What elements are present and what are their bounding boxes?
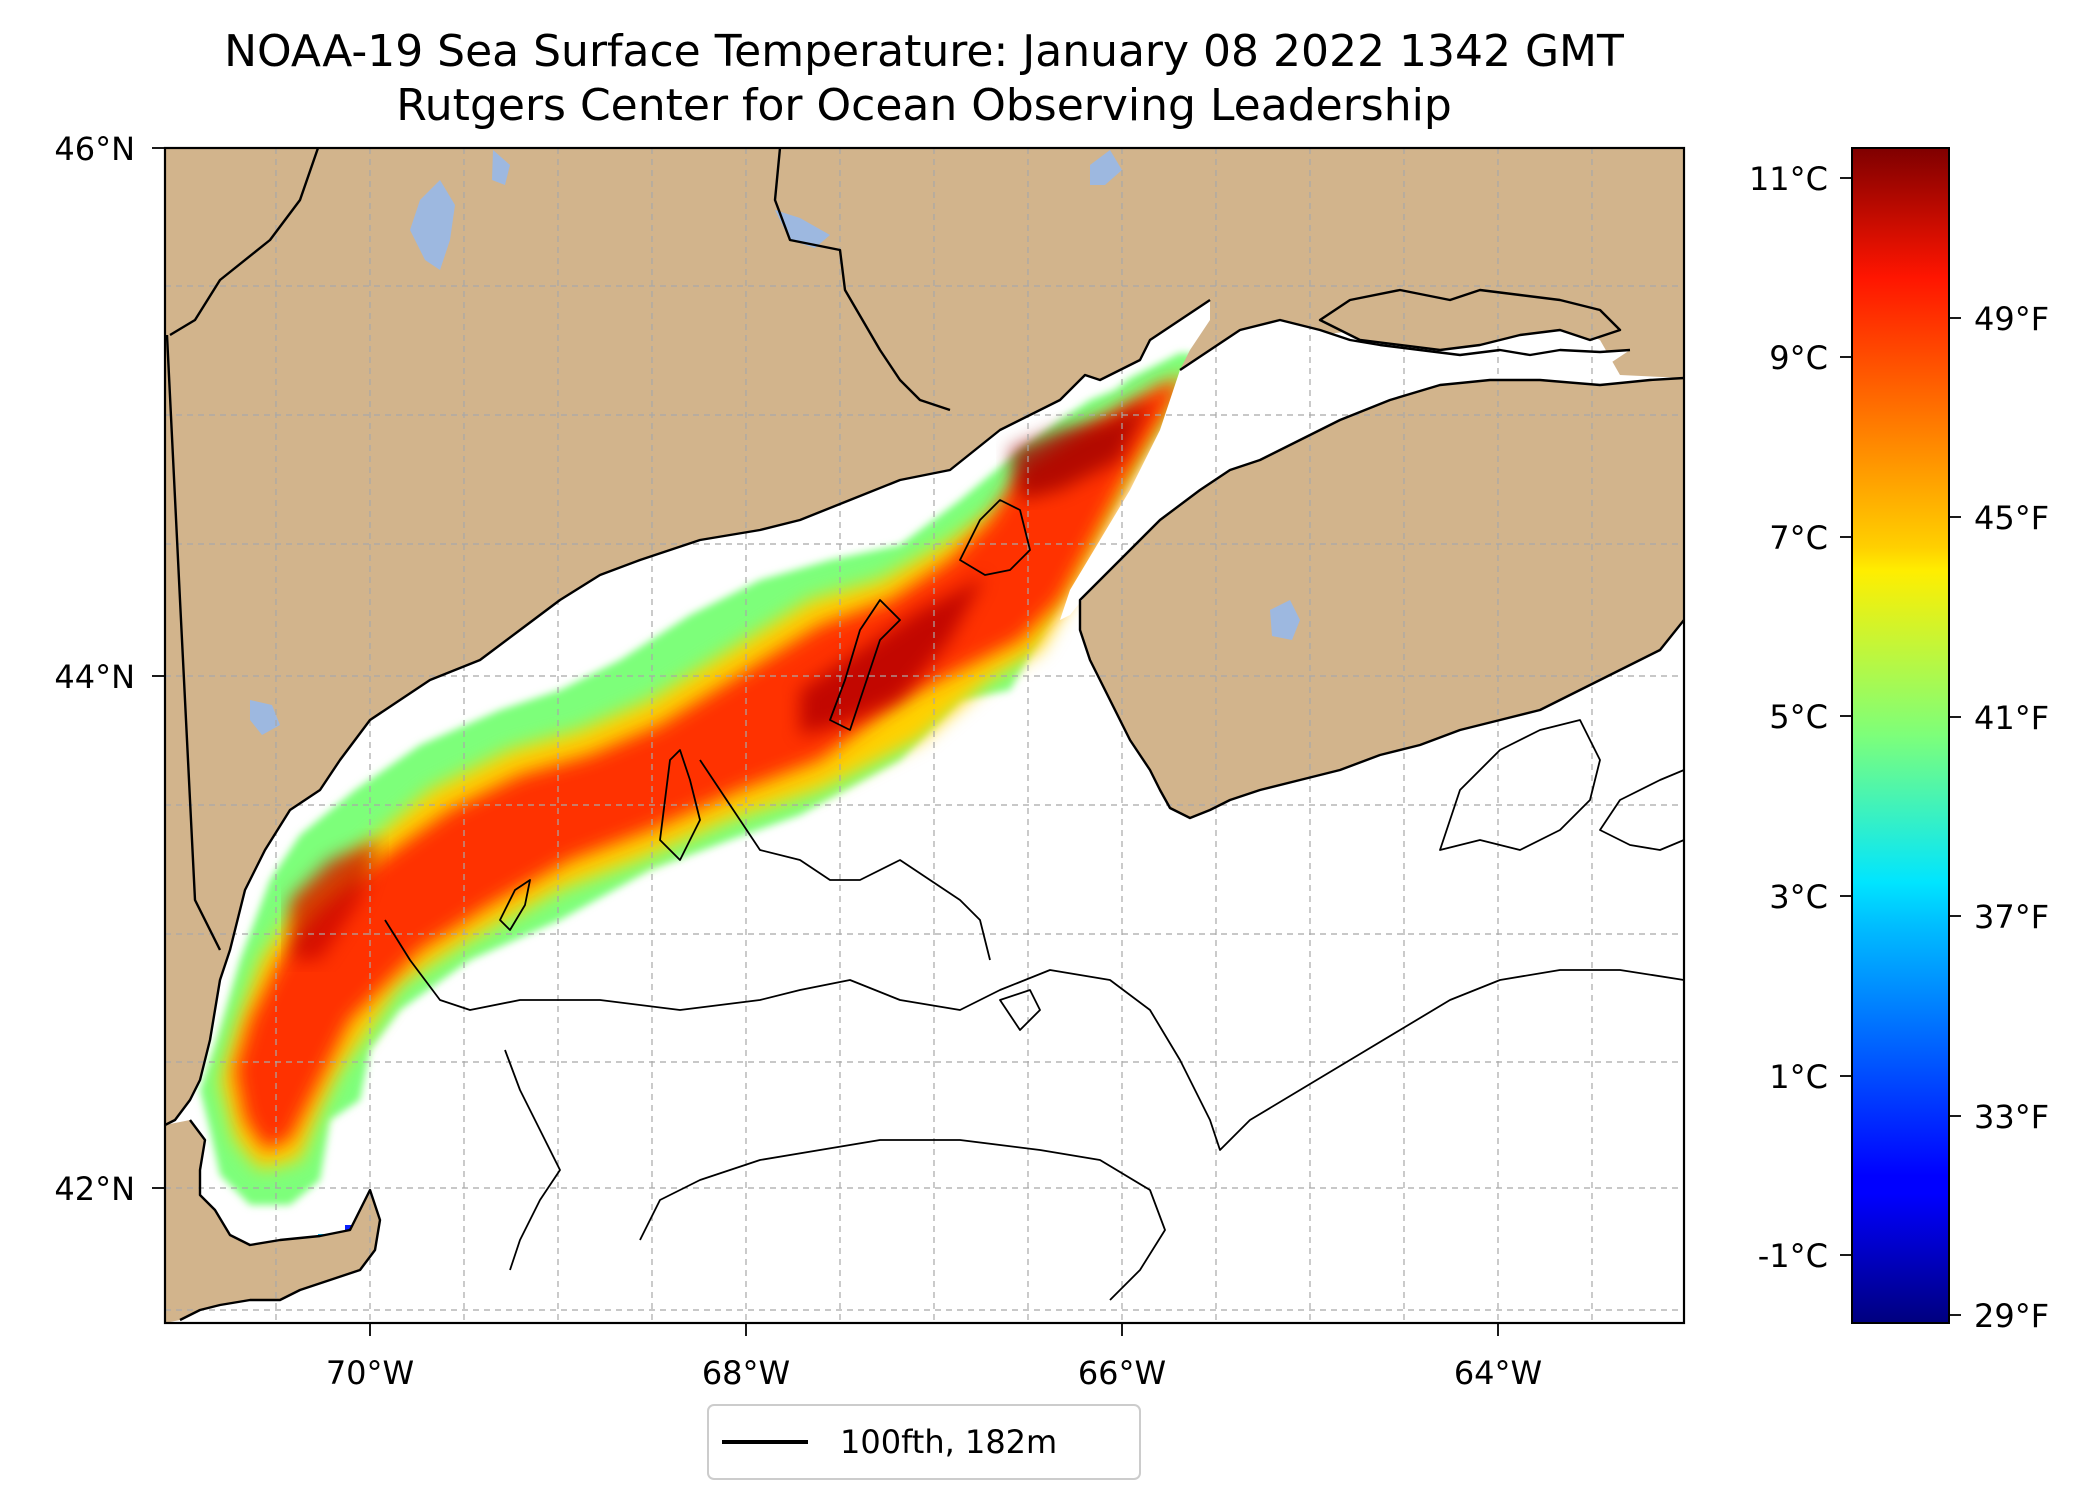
sst-data-swath	[175, 353, 1210, 1242]
land-pei-shore	[1320, 290, 1620, 350]
state-border-west	[165, 334, 222, 951]
y-tick-label: 44°N	[54, 658, 135, 696]
c-label: 9°C	[1769, 339, 1828, 377]
f-label: 49°F	[1974, 300, 2049, 338]
chart-title: NOAA-19 Sea Surface Temperature: January…	[224, 26, 1624, 77]
lake	[775, 210, 830, 248]
land-cape-cod	[165, 1120, 380, 1323]
coastline-cape-cod	[179, 1119, 382, 1322]
lake	[1090, 150, 1122, 185]
colorbar-gradient	[1851, 147, 1950, 1324]
contour-scotian-1	[1439, 719, 1601, 851]
sst-core-hot	[800, 575, 985, 735]
f-label: 33°F	[1974, 1098, 2049, 1136]
lake	[250, 700, 280, 735]
f-label: 37°F	[1974, 898, 2049, 936]
lake	[492, 150, 510, 185]
land-new-england	[165, 148, 1210, 1125]
contour-100fth	[384, 919, 1684, 1151]
state-border-nh	[169, 148, 320, 337]
map-area	[165, 148, 1684, 1323]
bay-of-fundy	[1060, 320, 1630, 620]
lakes	[250, 150, 1300, 735]
coastline-new-england	[165, 299, 1211, 1127]
c-label: 5°C	[1769, 698, 1828, 736]
colorbar-celsius-labels: 11°C 9°C 7°C 5°C 3°C 1°C -1°C	[1749, 160, 1828, 1275]
lake	[410, 180, 455, 270]
coastline-pei	[1318, 288, 1622, 352]
x-tick-label: 70°W	[326, 1354, 414, 1392]
f-label: 29°F	[1974, 1297, 2049, 1335]
chart-subtitle: Rutgers Center for Ocean Observing Leade…	[396, 80, 1452, 131]
graticule	[165, 148, 1684, 1323]
contour-scotian-2	[1599, 769, 1684, 851]
axis-ticks	[152, 147, 1499, 1336]
colorbar-celsius-ticks	[1840, 177, 1852, 1256]
coastlines	[165, 148, 1684, 1322]
land-nova-scotia	[1080, 378, 1684, 818]
c-label: -1°C	[1758, 1237, 1828, 1275]
sst-core-hot-3	[290, 840, 380, 960]
contour-mid-gulf	[829, 599, 901, 731]
f-label: 41°F	[1974, 699, 2049, 737]
f-label: 45°F	[1974, 499, 2049, 537]
c-label: 11°C	[1749, 160, 1828, 198]
legend: 100fth, 182m	[707, 1404, 1141, 1480]
coastline-nova-scotia	[1078, 376, 1684, 820]
contour-grand-manan	[959, 499, 1031, 576]
sst-band-warm	[235, 380, 1185, 1150]
sst-core-hot-2	[1010, 400, 1150, 500]
lake	[1270, 600, 1300, 640]
x-tick-label: 68°W	[702, 1354, 790, 1392]
y-tick-label: 46°N	[54, 130, 135, 168]
axis-labels: 46°N 44°N 42°N 70°W 68°W 66°W 64°W	[54, 130, 1542, 1392]
colorbar-fahrenheit-labels: 49°F 45°F 41°F 37°F 33°F 29°F	[1974, 300, 2049, 1335]
land	[165, 148, 1684, 1323]
contour-jordan-basin	[699, 759, 991, 961]
state-border-maine-nb	[773, 148, 951, 412]
coastline-bay-of-fundy	[1179, 318, 1631, 371]
c-label: 3°C	[1769, 878, 1828, 916]
x-tick-label: 66°W	[1078, 1354, 1166, 1392]
c-label: 7°C	[1769, 519, 1828, 557]
bathymetry-100fth	[384, 499, 1684, 1301]
contour-inner-gulf	[504, 1049, 561, 1271]
map-frame	[163, 146, 1686, 1325]
colorbar: 11°C 9°C 7°C 5°C 3°C 1°C -1°C 49°F 45°F …	[1749, 147, 2049, 1335]
contour-small-2	[999, 989, 1041, 1031]
legend-label: 100fth, 182m	[840, 1423, 1057, 1461]
contour-mid-gulf-2	[659, 749, 701, 861]
contour-small-1	[499, 879, 531, 931]
x-tick-label: 64°W	[1454, 1354, 1542, 1392]
colorbar-fahrenheit-ticks	[1949, 317, 1961, 1316]
contour-georges-basin	[639, 1139, 1166, 1301]
y-tick-label: 42°N	[54, 1170, 135, 1208]
legend-box	[707, 1404, 1141, 1480]
c-label: 1°C	[1769, 1058, 1828, 1096]
